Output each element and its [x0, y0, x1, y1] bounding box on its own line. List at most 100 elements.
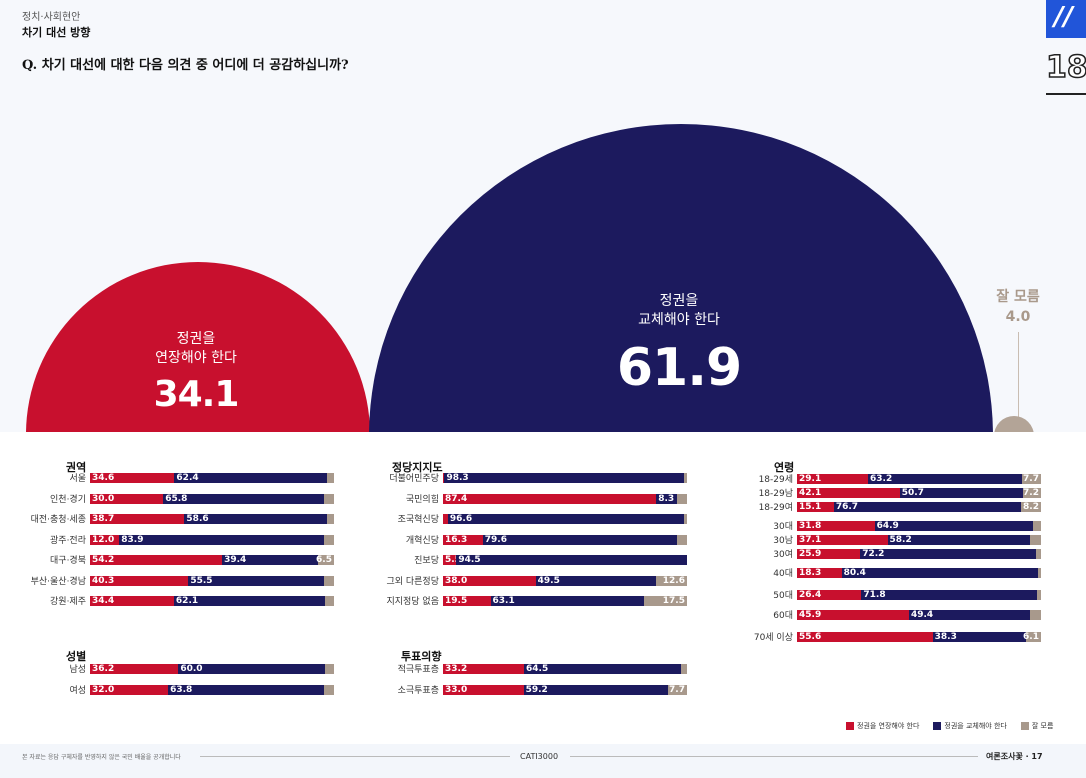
- bar-row: 적극투표층 33.2 64.5: [398, 663, 687, 675]
- data-label: 60.0: [180, 664, 203, 674]
- bar-segment-replace: 72.2: [860, 549, 1037, 559]
- data-label: 72.2: [862, 549, 885, 559]
- data-label: 8.2: [1023, 502, 1039, 512]
- bar-row-label: 강원·제주: [50, 597, 86, 607]
- bar-row-label: 국민의힘: [405, 495, 439, 505]
- bar-track: 42.1 50.7 7.2: [797, 488, 1041, 498]
- data-label: 30.0: [92, 494, 115, 504]
- bar-row-label: 소극투표층: [397, 686, 439, 696]
- data-label: 96.6: [449, 514, 473, 524]
- data-label: 55.6: [799, 632, 822, 642]
- bar-segment-unsure: [324, 664, 334, 674]
- bar-track: 38.0 49.5 12.6: [443, 576, 687, 586]
- bar-row-label: 서울: [69, 474, 86, 484]
- bar-row-label: 지지정당 없음: [386, 597, 439, 607]
- data-label: 12.6: [662, 576, 685, 586]
- bar-row-label: 30남: [773, 536, 793, 546]
- bar-segment-unsure: 7.7: [1022, 474, 1041, 484]
- bar-track: 29.1 63.2 7.7: [797, 474, 1041, 484]
- bar-segment-extend: 42.1: [797, 488, 900, 498]
- bar-row: 70세 이상 55.6 38.3 6.1: [754, 631, 1041, 643]
- bar-row-label: 광주·전라: [50, 536, 86, 546]
- data-label: 58.2: [889, 535, 912, 545]
- bar-row-label: 30여: [773, 550, 793, 560]
- data-label: 29.1: [799, 474, 822, 484]
- bar-track: 5.5 94.5: [443, 555, 687, 565]
- bar-segment-replace: 76.7: [833, 502, 1021, 512]
- data-label: 19.5: [445, 596, 468, 606]
- bar-segment-extend: 26.4: [797, 590, 862, 600]
- bar-segment-extend: 29.1: [797, 474, 868, 484]
- bar-track: 30.0 65.8: [90, 494, 334, 504]
- bar-row-label: 개혁신당: [405, 536, 439, 546]
- bar-segment-extend: [443, 514, 448, 524]
- bar-segment-replace: 55.5: [188, 576, 324, 586]
- data-label: 39.4: [224, 555, 247, 565]
- bar-track: 36.2 60.0: [90, 664, 334, 674]
- bar-row-label: 진보당: [414, 556, 439, 566]
- bubble-unsure-value: 4.0: [1005, 309, 1031, 325]
- bar-segment-replace: 60.0: [178, 664, 325, 674]
- bar-row: 진보당 5.5 94.5: [414, 554, 687, 566]
- data-label: 63.2: [870, 474, 893, 484]
- bar-segment-extend: 25.9: [797, 549, 861, 559]
- footer-rule-right: [570, 756, 978, 757]
- bar-row-label: 인천·경기: [50, 495, 86, 505]
- bar-row-label: 30대: [773, 522, 793, 532]
- bubble-extend-value: 34.1: [153, 374, 240, 415]
- bar-segment-extend: 33.2: [443, 664, 524, 674]
- brand-logo: //: [1046, 0, 1086, 38]
- data-label: 7.7: [1023, 474, 1039, 484]
- bar-segment-replace: 98.3: [444, 473, 685, 483]
- data-label: 38.3: [934, 632, 957, 642]
- bar-row: 그외 다른정당 38.0 49.5 12.6: [386, 575, 687, 587]
- data-label: 49.4: [910, 610, 934, 620]
- bar-row: 부산·울산·경남 40.3 55.5: [31, 575, 334, 587]
- data-label: 37.1: [799, 535, 822, 545]
- bar-segment-replace: 63.1: [490, 596, 645, 606]
- bar-segment-extend: [443, 473, 445, 483]
- bar-segment-replace: 63.2: [868, 474, 1023, 484]
- data-label: 6.5: [316, 555, 332, 565]
- bar-segment-extend: 38.7: [90, 514, 185, 524]
- bar-row: 대구·경북 54.2 39.4 6.5: [50, 554, 334, 566]
- bubble-unsure-line1: 잘 모름: [996, 289, 1040, 305]
- data-label: 17.5: [662, 596, 685, 606]
- data-label: 83.9: [121, 535, 144, 545]
- bubble-replace-line1: 정권을: [659, 293, 699, 309]
- bar-segment-unsure: [1037, 568, 1041, 578]
- bar-row: 남성 36.2 60.0: [69, 663, 334, 675]
- bar-segment-replace: 71.8: [861, 590, 1037, 600]
- data-label: 12.0: [92, 535, 115, 545]
- bar-track: 96.6: [443, 514, 687, 524]
- bar-segment-unsure: [683, 514, 687, 524]
- bar-row: 60대 45.9 49.4: [773, 609, 1041, 621]
- bubble-unsure-label: 잘 모름 4.0: [988, 287, 1048, 327]
- bar-segment-replace: 65.8: [163, 494, 324, 504]
- data-label: 64.5: [526, 664, 549, 674]
- bar-row-label: 적극투표층: [397, 665, 439, 675]
- data-label: 33.2: [445, 664, 468, 674]
- bar-segment-unsure: [1029, 535, 1041, 545]
- bar-segment-replace: 80.4: [841, 568, 1038, 578]
- bar-row-label: 70세 이상: [753, 633, 793, 643]
- bar-row: 인천·경기 30.0 65.8: [50, 493, 334, 505]
- bar-segment-replace: 64.5: [524, 664, 682, 674]
- bar-segment-replace: 58.2: [887, 535, 1030, 545]
- data-label: 55.5: [190, 576, 213, 586]
- footer-note: 본 자료는 응답 구체자를 반영하지 않은 국민 배율을 공개합니다: [22, 754, 181, 761]
- bar-track: 19.5 63.1 17.5: [443, 596, 687, 606]
- bar-track: 32.0 63.8: [90, 685, 334, 695]
- bar-row: 강원·제주 34.4 62.1: [50, 595, 334, 607]
- side-page-number: 18: [1045, 49, 1086, 86]
- bar-segment-replace: 38.3: [932, 632, 1027, 642]
- bar-track: 34.6 62.4: [90, 473, 334, 483]
- bubble-replace-label: 정권을 교체해야 한다 61.9: [579, 292, 779, 398]
- data-label: 34.4: [92, 596, 115, 606]
- data-label: 76.7: [835, 502, 859, 512]
- bar-track: 87.4 8.3: [443, 494, 687, 504]
- bar-row: 조국혁신당 96.6: [398, 513, 687, 525]
- group-1-title: 권역: [66, 461, 87, 474]
- data-label: 38.7: [92, 514, 115, 524]
- bar-segment-extend: 55.6: [797, 632, 933, 642]
